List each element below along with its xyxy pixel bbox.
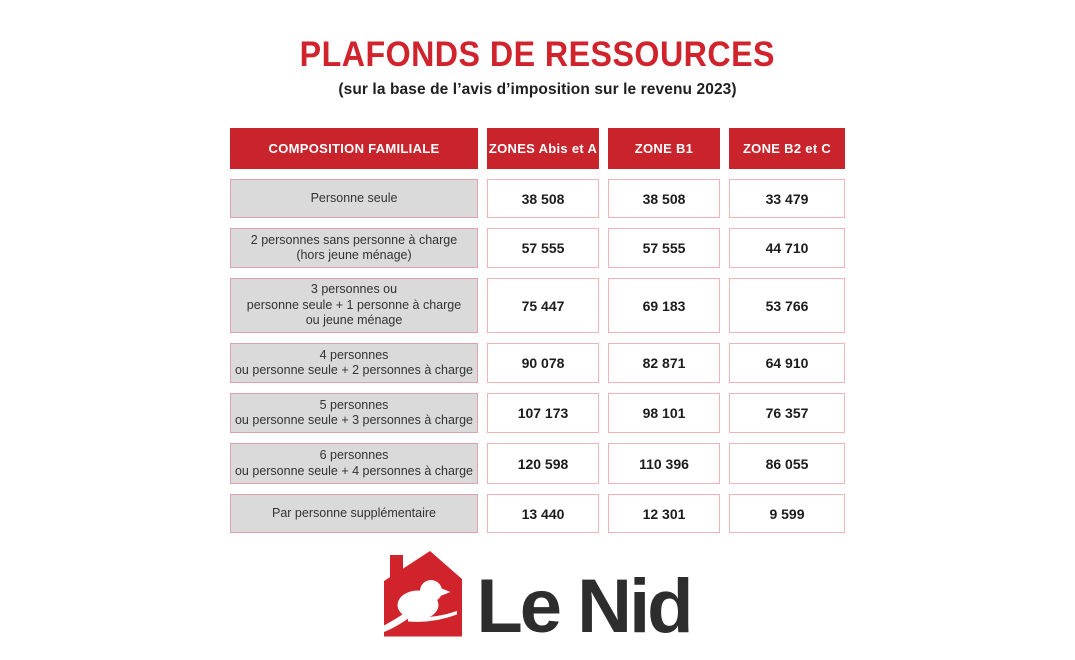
row-label-par-personne-supplementaire: Par personne supplémentaire [230,494,478,533]
row-label-4-personnes: 4 personnes ou personne seule + 2 person… [230,343,478,383]
row-label-personne-seule: Personne seule [230,179,478,218]
value-cell: 53 766 [729,278,845,333]
value-cell: 76 357 [729,393,845,433]
row-label-line: ou personne seule + 4 personnes à charge [234,463,474,478]
row-label-6-personnes: 6 personnes ou personne seule + 4 person… [230,443,478,484]
column-header-zone-b2-c: ZONE B2 et C [729,128,845,169]
column-header-zones-abis-a: ZONES Abis et A [487,128,599,169]
row-label-line: ou personne seule + 2 personnes à charge [234,363,474,377]
value-cell: 69 183 [608,278,720,333]
column-header-composition-familiale: COMPOSITION FAMILIALE [230,128,478,169]
row-label-3-personnes: 3 personnes ou personne seule + 1 person… [230,278,478,333]
row-label-line: personne seule + 1 personne à charge [246,297,462,312]
row-label-line: 3 personnes ou [310,282,398,297]
row-label-line: 2 personnes sans personne à charge [250,232,458,247]
row-label-line: ou personne seule + 3 personnes à charge [234,413,474,427]
value-cell: 82 871 [608,343,720,383]
row-label-2-personnes: 2 personnes sans personne à charge (hors… [230,228,478,268]
row-label-line: Personne seule [310,190,398,205]
value-cell: 57 555 [487,228,599,268]
column-header-zone-b1: ZONE B1 [608,128,720,169]
row-label-line: Par personne supplémentaire [272,505,436,520]
value-cell: 120 598 [487,443,599,484]
row-label-line: 6 personnes [319,448,389,462]
logo-wordmark: Le Nid [476,564,693,650]
page-subtitle: (sur la base de l’avis d’imposition sur … [338,81,737,98]
value-cell: 90 078 [487,343,599,383]
value-cell: 98 101 [608,393,720,433]
row-label-line: 4 personnes [319,347,389,362]
value-cell: 9 599 [729,494,845,533]
value-cell: 38 508 [608,179,720,218]
value-cell: 38 508 [487,179,599,218]
value-cell: 86 055 [729,443,845,484]
resource-ceilings-table: COMPOSITION FAMILIALE ZONES Abis et A ZO… [230,128,845,533]
page-title: PLAFONDS DE RESSOURCES [0,37,1075,72]
value-cell: 13 440 [487,494,599,533]
page-title-text: PLAFONDS DE RESSOURCES [299,35,776,74]
row-label-line: 5 personnes [319,397,389,412]
value-cell: 110 396 [608,443,720,484]
row-label-5-personnes: 5 personnes ou personne seule + 3 person… [230,393,478,433]
house-with-bird-icon [384,551,463,637]
value-cell: 57 555 [608,228,720,268]
row-label-line: ou jeune ménage [305,313,403,328]
value-cell: 12 301 [608,494,720,533]
value-cell: 33 479 [729,179,845,218]
value-cell: 64 910 [729,343,845,383]
value-cell: 75 447 [487,278,599,333]
value-cell: 44 710 [729,228,845,268]
value-cell: 107 173 [487,393,599,433]
le-nid-logo: Le Nid [0,551,1075,650]
row-label-line: (hors jeune ménage) [296,248,412,262]
